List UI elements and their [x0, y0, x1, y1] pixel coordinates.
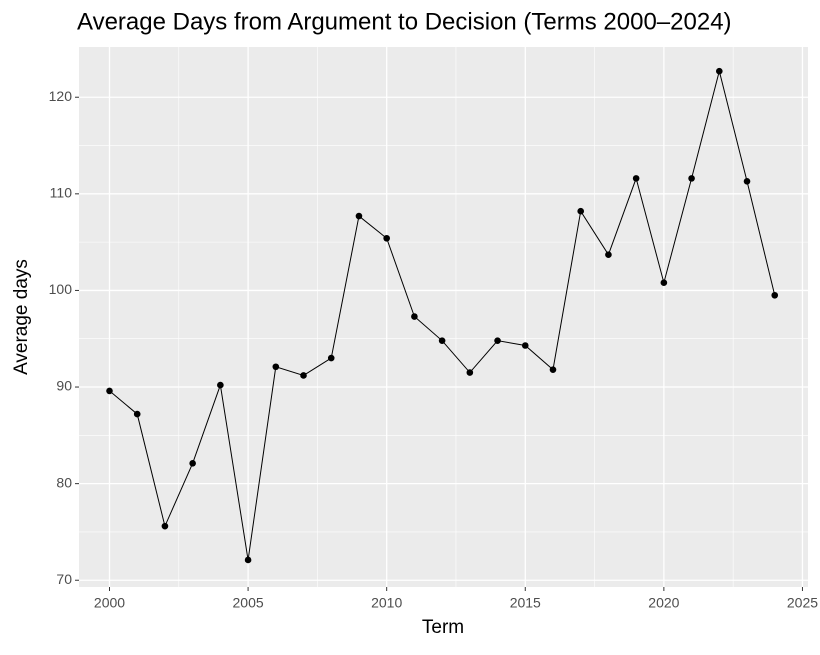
x-axis-label: Term [422, 617, 464, 638]
data-point [716, 67, 723, 75]
data-point [688, 175, 695, 182]
data-point [327, 354, 335, 362]
x-tick-label: 2020 [648, 595, 679, 611]
x-tick-label: 2015 [510, 595, 541, 611]
data-point [244, 556, 252, 564]
x-tick-label: 2005 [233, 595, 264, 611]
data-point [411, 313, 418, 320]
y-tick-label: 70 [56, 571, 72, 587]
data-point [383, 234, 390, 242]
y-tick-label: 90 [56, 378, 72, 394]
data-point [161, 522, 169, 530]
chart-title: Average Days from Argument to Decision (… [77, 8, 732, 35]
x-tick-label: 2010 [371, 595, 402, 611]
data-point [494, 337, 501, 344]
data-point [355, 212, 363, 220]
data-point [438, 337, 446, 344]
data-point [605, 251, 612, 258]
data-point [217, 381, 224, 389]
data-point [577, 207, 585, 215]
data-point [660, 279, 668, 287]
data-point [272, 363, 280, 371]
data-point [521, 342, 529, 349]
y-tick-label: 120 [49, 88, 73, 104]
y-tick-label: 80 [56, 474, 72, 490]
data-point [549, 366, 557, 373]
y-tick-label: 110 [50, 185, 73, 201]
x-tick-label: 2000 [94, 595, 125, 611]
data-point [771, 291, 779, 299]
data-point [466, 369, 474, 376]
data-point [189, 460, 196, 467]
data-point [632, 175, 640, 182]
x-tick-label: 2025 [787, 595, 818, 611]
data-point [133, 410, 141, 418]
y-tick-label: 100 [49, 281, 73, 297]
data-point [300, 372, 307, 379]
data-point [743, 177, 751, 185]
y-axis-label: Average days [11, 259, 32, 375]
plot-panel [79, 47, 808, 587]
data-point [106, 387, 113, 395]
